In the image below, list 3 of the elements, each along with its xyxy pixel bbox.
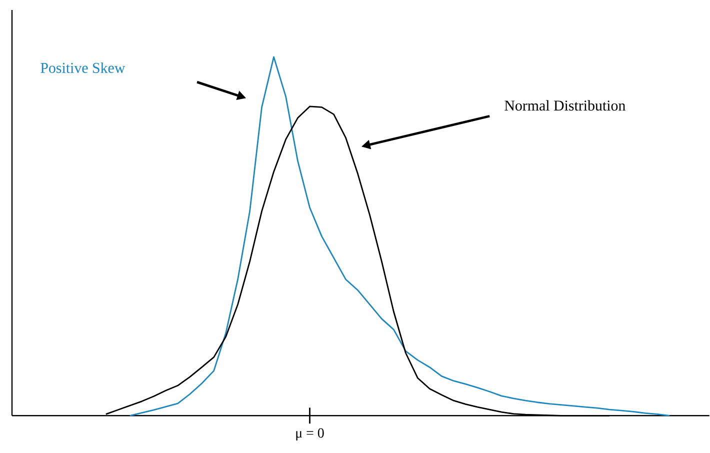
text: Positive Skew [40,62,126,74]
text: μ = 0 [296,428,324,441]
text: Normal Distribution [504,100,626,111]
